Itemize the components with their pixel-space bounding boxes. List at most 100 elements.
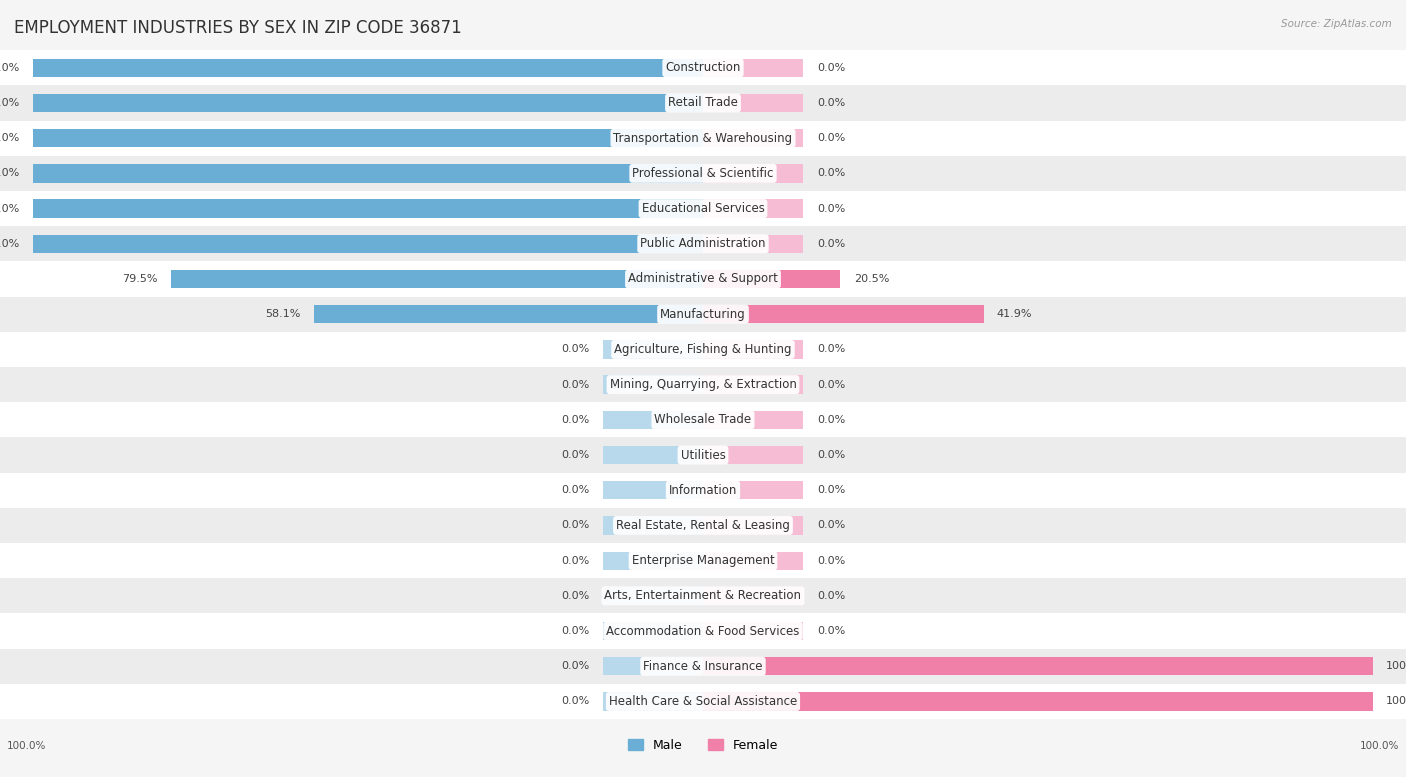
Bar	[0, 85, 1406, 120]
Bar	[34, 200, 703, 218]
Text: Source: ZipAtlas.com: Source: ZipAtlas.com	[1281, 19, 1392, 30]
Text: Real Estate, Rental & Leasing: Real Estate, Rental & Leasing	[616, 519, 790, 532]
Text: 100.0%: 100.0%	[0, 133, 20, 143]
Text: 0.0%: 0.0%	[817, 380, 845, 389]
Bar	[603, 446, 703, 464]
Bar	[0, 614, 1406, 649]
Text: Public Administration: Public Administration	[640, 237, 766, 250]
Text: 100.0%: 100.0%	[7, 741, 46, 751]
Bar	[0, 226, 1406, 261]
Bar	[703, 446, 803, 464]
Bar	[0, 649, 1406, 684]
Bar	[703, 164, 803, 183]
Text: Construction: Construction	[665, 61, 741, 75]
Text: 0.0%: 0.0%	[561, 696, 589, 706]
Text: 0.0%: 0.0%	[561, 486, 589, 495]
Bar	[34, 164, 703, 183]
Text: 0.0%: 0.0%	[817, 133, 845, 143]
Bar	[170, 270, 703, 288]
Bar	[0, 120, 1406, 155]
Text: 0.0%: 0.0%	[817, 591, 845, 601]
Bar	[34, 94, 703, 112]
Bar	[703, 657, 1372, 675]
Bar	[703, 622, 803, 640]
Bar	[603, 692, 703, 711]
Text: 0.0%: 0.0%	[817, 415, 845, 425]
Text: 0.0%: 0.0%	[817, 169, 845, 179]
Bar	[703, 552, 803, 570]
Text: 0.0%: 0.0%	[817, 626, 845, 636]
Text: 0.0%: 0.0%	[817, 344, 845, 354]
Bar	[34, 129, 703, 148]
Text: 58.1%: 58.1%	[266, 309, 301, 319]
Bar	[34, 235, 703, 253]
Bar	[603, 587, 703, 605]
Text: 20.5%: 20.5%	[853, 274, 889, 284]
Text: 0.0%: 0.0%	[817, 239, 845, 249]
Text: 0.0%: 0.0%	[817, 450, 845, 460]
Bar	[703, 587, 803, 605]
Text: Enterprise Management: Enterprise Management	[631, 554, 775, 567]
Text: Mining, Quarrying, & Extraction: Mining, Quarrying, & Extraction	[610, 378, 796, 391]
Bar	[703, 235, 803, 253]
Bar	[34, 58, 703, 77]
Text: Information: Information	[669, 484, 737, 497]
Text: Accommodation & Food Services: Accommodation & Food Services	[606, 625, 800, 638]
Bar	[0, 51, 1406, 85]
Text: 0.0%: 0.0%	[817, 556, 845, 566]
Bar	[0, 472, 1406, 508]
Bar	[703, 340, 803, 358]
Text: 100.0%: 100.0%	[0, 98, 20, 108]
Text: Wholesale Trade: Wholesale Trade	[654, 413, 752, 427]
Bar	[0, 332, 1406, 367]
Text: 0.0%: 0.0%	[817, 521, 845, 531]
Text: Professional & Scientific: Professional & Scientific	[633, 167, 773, 179]
Text: Agriculture, Fishing & Hunting: Agriculture, Fishing & Hunting	[614, 343, 792, 356]
Bar	[703, 270, 841, 288]
Text: 100.0%: 100.0%	[0, 63, 20, 73]
Text: 0.0%: 0.0%	[561, 626, 589, 636]
Text: 0.0%: 0.0%	[561, 380, 589, 389]
Bar	[0, 367, 1406, 402]
Text: 100.0%: 100.0%	[0, 204, 20, 214]
Text: Finance & Insurance: Finance & Insurance	[644, 660, 762, 673]
Text: Arts, Entertainment & Recreation: Arts, Entertainment & Recreation	[605, 590, 801, 602]
Text: Educational Services: Educational Services	[641, 202, 765, 215]
Legend: Male, Female: Male, Female	[623, 734, 783, 757]
Bar	[314, 305, 703, 323]
Text: Administrative & Support: Administrative & Support	[628, 273, 778, 285]
Bar	[603, 657, 703, 675]
Text: 0.0%: 0.0%	[817, 486, 845, 495]
Text: Utilities: Utilities	[681, 448, 725, 462]
Bar	[703, 58, 803, 77]
Bar	[0, 261, 1406, 297]
Text: 0.0%: 0.0%	[561, 415, 589, 425]
Bar	[603, 516, 703, 535]
Bar	[0, 684, 1406, 719]
Text: 41.9%: 41.9%	[997, 309, 1032, 319]
Bar	[703, 94, 803, 112]
Bar	[703, 375, 803, 394]
Text: 100.0%: 100.0%	[0, 239, 20, 249]
Bar	[0, 578, 1406, 614]
Bar	[0, 297, 1406, 332]
Text: Transportation & Warehousing: Transportation & Warehousing	[613, 131, 793, 145]
Bar	[603, 375, 703, 394]
Bar	[0, 437, 1406, 472]
Text: Health Care & Social Assistance: Health Care & Social Assistance	[609, 695, 797, 708]
Text: 0.0%: 0.0%	[817, 63, 845, 73]
Text: 0.0%: 0.0%	[817, 98, 845, 108]
Bar	[603, 622, 703, 640]
Text: 100.0%: 100.0%	[1360, 741, 1399, 751]
Bar	[703, 516, 803, 535]
Text: 0.0%: 0.0%	[561, 661, 589, 671]
Text: 0.0%: 0.0%	[561, 556, 589, 566]
Bar	[703, 129, 803, 148]
Text: 79.5%: 79.5%	[122, 274, 157, 284]
Text: Manufacturing: Manufacturing	[661, 308, 745, 321]
Text: 0.0%: 0.0%	[817, 204, 845, 214]
Bar	[0, 508, 1406, 543]
Bar	[0, 191, 1406, 226]
Bar	[703, 411, 803, 429]
Text: 0.0%: 0.0%	[561, 591, 589, 601]
